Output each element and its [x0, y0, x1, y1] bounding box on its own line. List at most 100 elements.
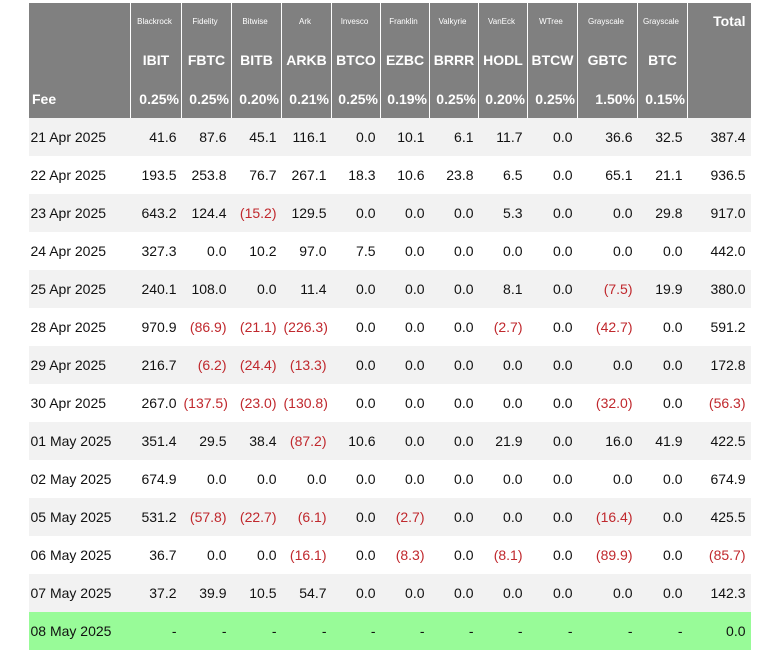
total: 0.0 [687, 612, 751, 650]
fee: 0.25% [527, 80, 578, 118]
flow: 0.0 [331, 498, 381, 536]
flow: (22.7) [231, 498, 282, 536]
flow: (15.2) [231, 194, 282, 232]
flow: 0.0 [429, 498, 479, 536]
total: 591.2 [687, 308, 751, 346]
blank-cell [687, 80, 751, 118]
issuer: Blackrock [130, 3, 182, 40]
flow: 36.6 [577, 118, 638, 156]
flow: 0.0 [331, 536, 381, 574]
flow: 0.0 [331, 194, 381, 232]
blank-cell [687, 40, 751, 80]
flow: 216.7 [130, 346, 182, 384]
ticker: BTCO [331, 40, 381, 80]
flow: 0.0 [527, 422, 578, 460]
date: 07 May 2025 [28, 574, 131, 612]
flow: 0.0 [577, 194, 638, 232]
flow: 16.0 [577, 422, 638, 460]
flow: 0.0 [527, 270, 578, 308]
flow: 0.0 [577, 574, 638, 612]
flow: 0.0 [331, 574, 381, 612]
flow-row: 05 May 2025 531.2 (57.8) (22.7) (6.1) 0.0 (2.7… [28, 498, 751, 536]
flow: 10.5 [231, 574, 282, 612]
flow: 0.0 [577, 346, 638, 384]
flow: 643.2 [130, 194, 182, 232]
flow: 21.9 [478, 422, 528, 460]
total: 936.5 [687, 156, 751, 194]
flow: 0.0 [527, 194, 578, 232]
flow: 0.0 [429, 346, 479, 384]
flow: 10.6 [380, 156, 430, 194]
flow: (130.8) [281, 384, 332, 422]
flow: 36.7 [130, 536, 182, 574]
flow: 11.7 [478, 118, 528, 156]
flow: 8.1 [478, 270, 528, 308]
flow: 0.0 [380, 232, 430, 270]
flow: 108.0 [181, 270, 232, 308]
date: 29 Apr 2025 [28, 346, 131, 384]
flow: 0.0 [380, 384, 430, 422]
flow: 0.0 [637, 346, 688, 384]
issuer: Fidelity [181, 3, 232, 40]
date: 05 May 2025 [28, 498, 131, 536]
total: 387.4 [687, 118, 751, 156]
issuer: Invesco [331, 3, 381, 40]
flow: 0.0 [637, 384, 688, 422]
flow: 10.1 [380, 118, 430, 156]
flow: - [429, 612, 479, 650]
flow: 0.0 [577, 232, 638, 270]
flow: 0.0 [637, 460, 688, 498]
flow: 7.5 [331, 232, 381, 270]
flow: 29.5 [181, 422, 232, 460]
flow: 0.0 [380, 308, 430, 346]
flow: (2.7) [380, 498, 430, 536]
total: 380.0 [687, 270, 751, 308]
flow: 0.0 [331, 308, 381, 346]
flow: 39.9 [181, 574, 232, 612]
issuer: Grayscale [637, 3, 688, 40]
flow: - [527, 612, 578, 650]
issuer: VanEck [478, 3, 528, 40]
total: 674.9 [687, 460, 751, 498]
flow: 29.8 [637, 194, 688, 232]
flow: 0.0 [478, 574, 528, 612]
flow: (6.1) [281, 498, 332, 536]
date: 30 Apr 2025 [28, 384, 131, 422]
flow: 0.0 [478, 498, 528, 536]
flow: 0.0 [331, 384, 381, 422]
flow: 0.0 [527, 498, 578, 536]
fee: 0.21% [281, 80, 332, 118]
flow: 41.6 [130, 118, 182, 156]
flow-row: 29 Apr 2025 216.7 (6.2) (24.4) (13.3) 0.0 0.0 0… [28, 346, 751, 384]
ticker: FBTC [181, 40, 232, 80]
flow-row: 30 Apr 2025 267.0 (137.5) (23.0) (130.8) 0.0 0… [28, 384, 751, 422]
flow: 0.0 [380, 194, 430, 232]
flow-row: 06 May 2025 36.7 0.0 0.0 (16.1) 0.0 (8.3) 0.0 (8… [28, 536, 751, 574]
flow: - [231, 612, 282, 650]
ticker: BRRR [429, 40, 479, 80]
flow: 193.5 [130, 156, 182, 194]
issuer-row: Blackrock Fidelity Bitwise Ark Invesco Frankl… [28, 3, 751, 40]
total: (85.7) [687, 536, 751, 574]
total: 172.8 [687, 346, 751, 384]
fee: 0.20% [478, 80, 528, 118]
flow: (6.2) [181, 346, 232, 384]
flow: 0.0 [637, 308, 688, 346]
flow: 32.5 [637, 118, 688, 156]
flow: 0.0 [231, 536, 282, 574]
flow: 0.0 [429, 270, 479, 308]
fee: 0.25% [429, 80, 479, 118]
flow: 674.9 [130, 460, 182, 498]
date: 08 May 2025 [28, 612, 131, 650]
flow: (137.5) [181, 384, 232, 422]
flow: 87.6 [181, 118, 232, 156]
flow-row: 01 May 2025 351.4 29.5 38.4 (87.2) 10.6 0.0 0.0… [28, 422, 751, 460]
fee: 0.25% [181, 80, 232, 118]
flow: 19.9 [637, 270, 688, 308]
flow: 0.0 [478, 384, 528, 422]
flow: 0.0 [231, 460, 282, 498]
flow: (89.9) [577, 536, 638, 574]
flow: 116.1 [281, 118, 332, 156]
flow-row: 07 May 2025 37.2 39.9 10.5 54.7 0.0 0.0 0.0 0.0 0… [28, 574, 751, 612]
